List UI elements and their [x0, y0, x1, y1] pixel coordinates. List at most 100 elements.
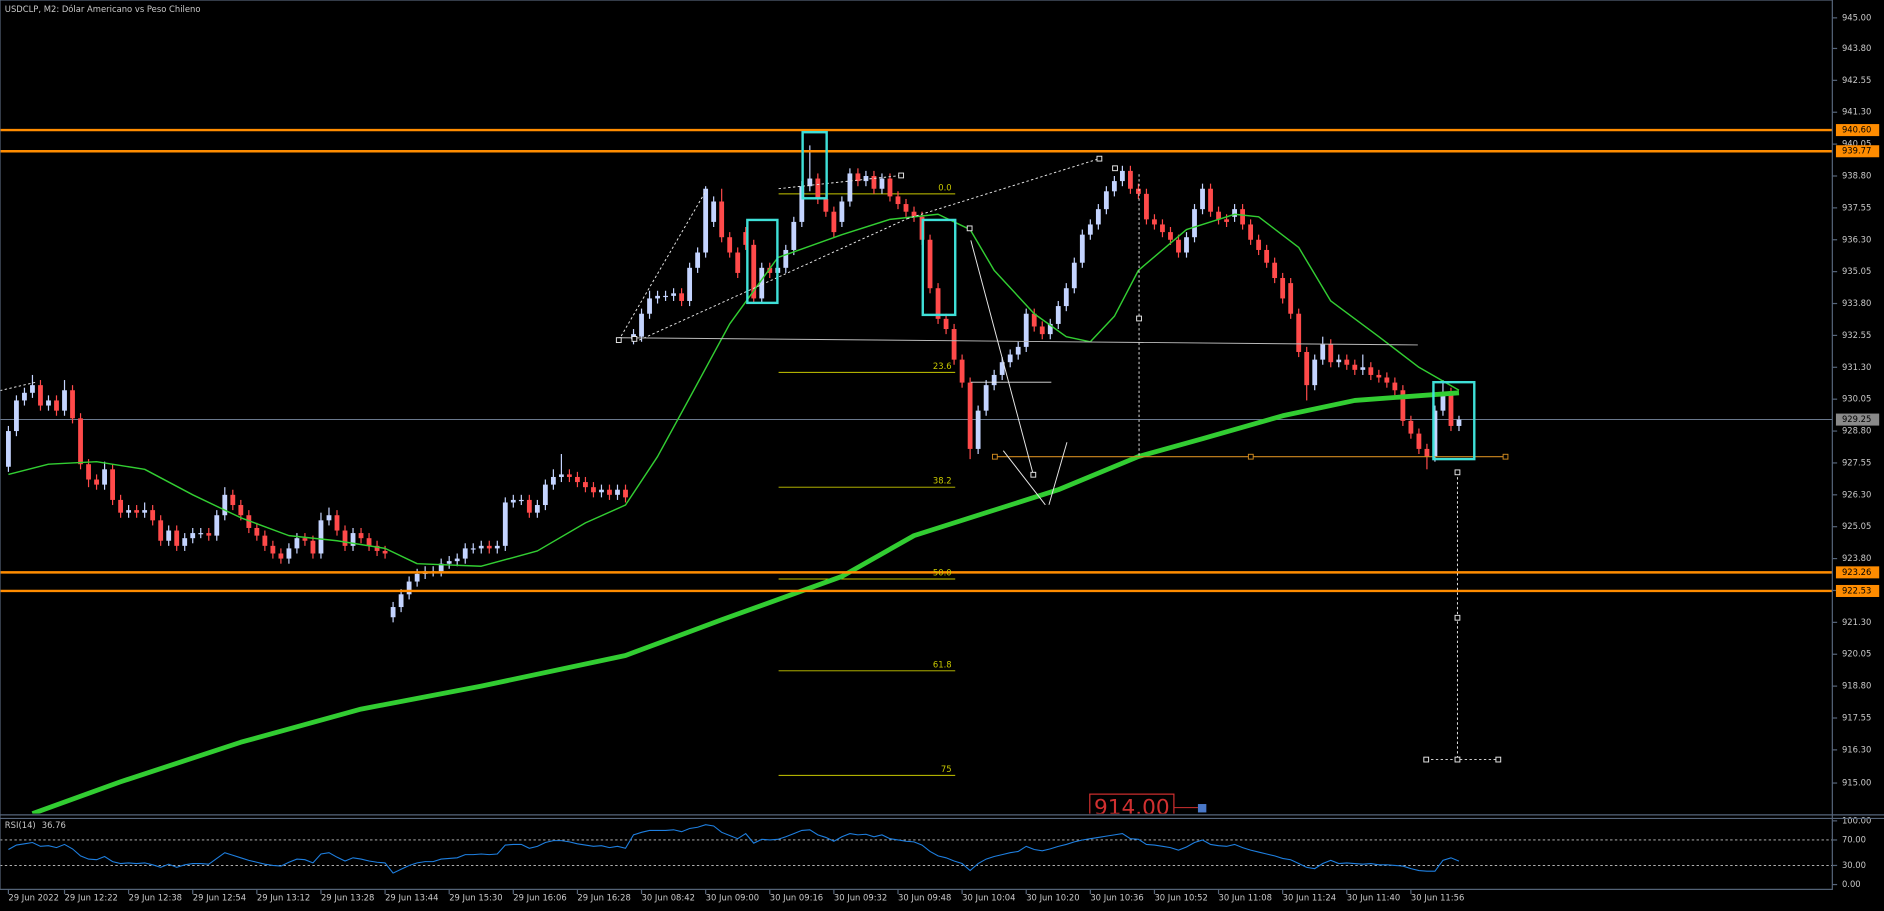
candle-body	[687, 267, 693, 301]
anchor-point	[1454, 756, 1461, 763]
candle-body	[302, 538, 308, 541]
y-tick-label: 928.80	[1842, 426, 1871, 436]
candle-body	[983, 385, 989, 411]
candle-body	[727, 237, 733, 253]
candle-body	[927, 239, 933, 289]
candle-body	[615, 489, 620, 495]
x-tick-label: 29 Jun 12:54	[193, 892, 246, 902]
candle-body	[1063, 288, 1069, 307]
trend-line	[1048, 442, 1068, 505]
candle-body	[366, 538, 372, 546]
y-tick-label: 927.55	[1842, 457, 1871, 467]
candle-body	[526, 499, 532, 513]
candle-body	[1288, 283, 1294, 314]
candle-body	[206, 533, 212, 536]
y-tick-label: 938.80	[1842, 170, 1871, 180]
y-tick-label: 916.30	[1842, 744, 1871, 754]
candle-body	[1296, 313, 1302, 352]
y-tick-label: 915.00	[1842, 778, 1871, 788]
x-tick-label: 30 Jun 11:24	[1283, 892, 1336, 902]
candle-body	[190, 533, 196, 539]
candle-body	[486, 545, 492, 549]
candle-body	[951, 329, 957, 360]
level-tag	[1835, 566, 1880, 579]
fib-label: 0.0	[938, 182, 951, 192]
candle-body	[1119, 170, 1125, 182]
anchor-point	[1096, 155, 1103, 162]
y-tick-label: 936.30	[1842, 234, 1871, 244]
neckline	[618, 337, 1418, 346]
candle-body	[591, 487, 596, 493]
candle-body	[254, 527, 260, 536]
x-tick-label: 29 Jun 15:30	[449, 892, 502, 902]
y-tick-label: 920.05	[1842, 649, 1871, 659]
candle-body	[671, 293, 676, 296]
candle-body	[78, 418, 83, 465]
x-tick-label: 29 Jun 13:12	[257, 892, 310, 902]
candle-body	[1368, 367, 1374, 375]
level-tag	[1835, 145, 1880, 158]
candle-body	[374, 545, 380, 551]
y-tick-label: 935.05	[1842, 266, 1871, 276]
candle-body	[783, 249, 789, 268]
candle-body	[1232, 209, 1237, 217]
candle-body	[1440, 392, 1446, 411]
candle-body	[831, 211, 837, 233]
candle-body	[238, 505, 244, 516]
y-tick-label: 923.80	[1842, 553, 1871, 563]
bid-tag	[1835, 413, 1880, 426]
target-box	[1089, 793, 1175, 814]
candle-body	[1280, 278, 1286, 299]
anchor-point	[631, 336, 638, 342]
candle-body	[534, 505, 540, 513]
candle-body	[30, 385, 35, 393]
candle-body	[1087, 224, 1093, 235]
candle-body	[1408, 420, 1414, 434]
candle-body	[1055, 306, 1061, 324]
candle-body	[663, 295, 668, 298]
candle-body	[1432, 410, 1438, 457]
candle-body	[655, 295, 660, 299]
candle-body	[1152, 219, 1157, 225]
rsi-tick-label: 100.00	[1842, 815, 1871, 825]
candle-body	[126, 510, 132, 513]
candle-body	[1015, 346, 1021, 355]
candle-body	[1264, 249, 1270, 263]
candle-body	[1248, 224, 1254, 240]
candle-body	[895, 196, 901, 205]
candle-body	[510, 499, 516, 503]
candle-body	[118, 499, 124, 513]
candle-body	[518, 499, 524, 502]
candle-body	[326, 515, 332, 521]
candle-body	[1144, 193, 1149, 220]
candle-body	[1047, 323, 1053, 335]
chart-title: USDCLP, M2: Dólar Americano vs Peso Chil…	[5, 4, 201, 14]
x-tick-label: 30 Jun 11:40	[1347, 892, 1400, 902]
candle-body	[150, 510, 156, 521]
candle-body	[294, 538, 300, 549]
anchor-point	[1502, 453, 1509, 460]
candle-body	[62, 390, 67, 411]
candle-body	[959, 359, 965, 383]
highlight-box	[801, 131, 828, 200]
candle-body	[623, 489, 628, 498]
highlight-box	[746, 218, 779, 305]
candle-body	[607, 489, 612, 495]
rsi-label: RSI(14)	[5, 820, 36, 830]
candle-body	[182, 538, 188, 546]
anchor-points	[615, 155, 1509, 763]
trend-line	[639, 218, 908, 341]
candle-body	[358, 533, 364, 539]
candle-body	[406, 581, 412, 595]
candle-body	[1071, 262, 1077, 289]
rsi-tick-label: 70.00	[1842, 834, 1866, 844]
candle-body	[214, 515, 220, 536]
candle-body	[759, 267, 765, 299]
candle-body	[390, 607, 396, 618]
candle-body	[1360, 367, 1366, 370]
candle-body	[767, 267, 773, 273]
candle-body	[903, 204, 909, 212]
trend-line	[618, 189, 707, 341]
candle-body	[174, 530, 180, 546]
y-tick-label: 917.55	[1842, 713, 1871, 723]
